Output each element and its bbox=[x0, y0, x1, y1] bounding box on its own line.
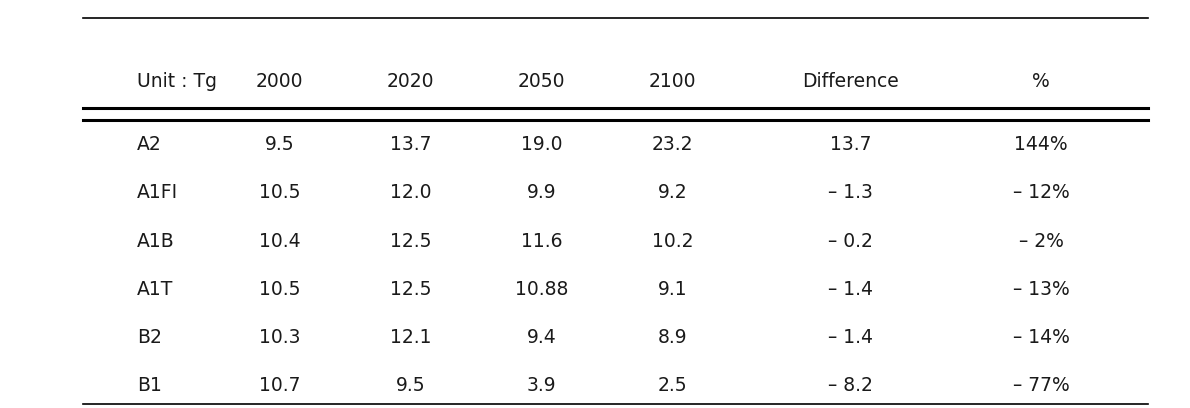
Text: 10.5: 10.5 bbox=[259, 280, 300, 299]
Text: 3.9: 3.9 bbox=[527, 376, 556, 395]
Text: – 14%: – 14% bbox=[1013, 328, 1070, 347]
Text: 9.5: 9.5 bbox=[265, 135, 294, 154]
Text: 10.4: 10.4 bbox=[259, 232, 300, 251]
Text: 19.0: 19.0 bbox=[521, 135, 562, 154]
Text: 9.4: 9.4 bbox=[527, 328, 557, 347]
Text: A1FI: A1FI bbox=[137, 184, 178, 202]
Text: 9.2: 9.2 bbox=[658, 184, 687, 202]
Text: 13.7: 13.7 bbox=[390, 135, 431, 154]
Text: 13.7: 13.7 bbox=[831, 135, 871, 154]
Text: 2020: 2020 bbox=[387, 72, 434, 91]
Text: 9.5: 9.5 bbox=[396, 376, 425, 395]
Text: 2000: 2000 bbox=[256, 72, 303, 91]
Text: Unit : Tg: Unit : Tg bbox=[137, 72, 217, 91]
Text: A1B: A1B bbox=[137, 232, 175, 251]
Text: %: % bbox=[1033, 72, 1050, 91]
Text: 10.88: 10.88 bbox=[515, 280, 568, 299]
Text: 11.6: 11.6 bbox=[521, 232, 562, 251]
Text: Difference: Difference bbox=[802, 72, 900, 91]
Text: 2.5: 2.5 bbox=[658, 376, 687, 395]
Text: A2: A2 bbox=[137, 135, 162, 154]
Text: B1: B1 bbox=[137, 376, 162, 395]
Text: 12.5: 12.5 bbox=[390, 232, 431, 251]
Text: – 2%: – 2% bbox=[1019, 232, 1064, 251]
Text: – 12%: – 12% bbox=[1013, 184, 1070, 202]
Text: – 1.3: – 1.3 bbox=[828, 184, 873, 202]
Text: 12.0: 12.0 bbox=[390, 184, 431, 202]
Text: A1T: A1T bbox=[137, 280, 174, 299]
Text: 23.2: 23.2 bbox=[652, 135, 693, 154]
Text: – 8.2: – 8.2 bbox=[828, 376, 873, 395]
Text: – 0.2: – 0.2 bbox=[828, 232, 873, 251]
Text: 10.3: 10.3 bbox=[259, 328, 300, 347]
Text: 2100: 2100 bbox=[649, 72, 696, 91]
Text: 12.5: 12.5 bbox=[390, 280, 431, 299]
Text: 8.9: 8.9 bbox=[658, 328, 687, 347]
Text: 9.1: 9.1 bbox=[658, 280, 687, 299]
Text: 10.5: 10.5 bbox=[259, 184, 300, 202]
Text: 9.9: 9.9 bbox=[527, 184, 556, 202]
Text: 10.7: 10.7 bbox=[259, 376, 300, 395]
Text: – 1.4: – 1.4 bbox=[828, 328, 873, 347]
Text: 2050: 2050 bbox=[518, 72, 565, 91]
Text: 12.1: 12.1 bbox=[390, 328, 431, 347]
Text: – 1.4: – 1.4 bbox=[828, 280, 873, 299]
Text: – 77%: – 77% bbox=[1013, 376, 1070, 395]
Text: 144%: 144% bbox=[1014, 135, 1069, 154]
Text: 10.2: 10.2 bbox=[652, 232, 693, 251]
Text: – 13%: – 13% bbox=[1013, 280, 1070, 299]
Text: B2: B2 bbox=[137, 328, 162, 347]
